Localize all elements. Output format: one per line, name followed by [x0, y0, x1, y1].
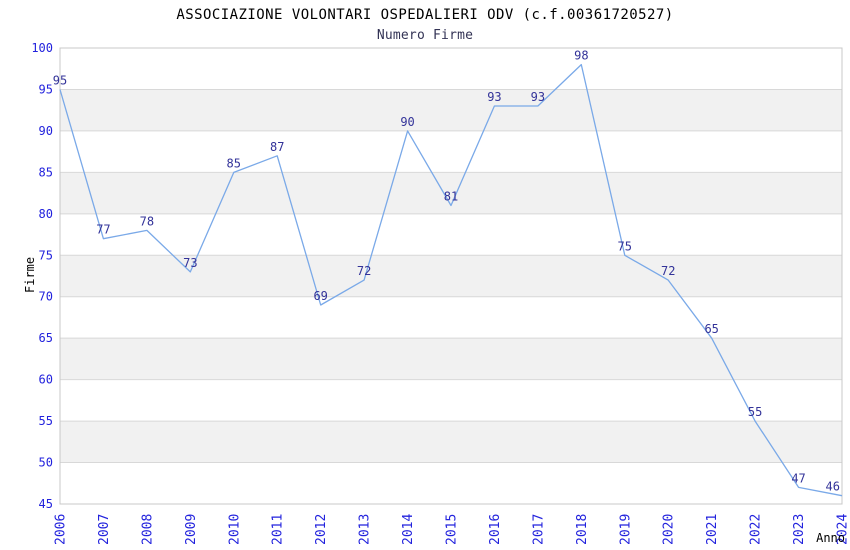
point-label: 69: [313, 289, 327, 303]
y-tick-label: 90: [39, 124, 53, 138]
y-tick-label: 50: [39, 456, 53, 470]
y-tick-label: 65: [39, 331, 53, 345]
chart-subtitle: Numero Firme: [376, 28, 474, 43]
plot-band: [60, 89, 842, 131]
x-tick-label: 2013: [358, 514, 373, 545]
point-label: 65: [704, 322, 718, 336]
y-tick-label: 55: [39, 414, 53, 428]
point-label: 87: [270, 140, 284, 154]
point-label: 72: [661, 264, 675, 278]
point-label: 72: [357, 264, 371, 278]
x-tick-label: 2018: [575, 514, 590, 545]
x-tick-label: 2007: [97, 514, 112, 545]
plot-border: [59, 47, 843, 505]
x-tick-label: 2014: [401, 514, 416, 545]
x-tick-label: 2022: [749, 514, 764, 545]
x-tick-label: 2010: [227, 514, 242, 545]
point-label: 55: [748, 405, 762, 419]
series-line: [59, 63, 843, 497]
x-tick-label: 2008: [140, 514, 155, 545]
x-tick-label: 2023: [792, 514, 807, 545]
plot-band: [60, 172, 842, 214]
point-label: 93: [487, 90, 501, 104]
x-axis-title: Anno: [816, 531, 845, 545]
plot-band: [60, 421, 842, 463]
y-tick-label: 100: [31, 41, 53, 55]
x-tick-label: 2011: [271, 514, 286, 545]
x-tick-label: 2009: [184, 514, 199, 545]
plot-band: [60, 338, 842, 380]
point-label: 90: [400, 115, 414, 129]
x-tick-label: 2015: [445, 514, 460, 545]
point-label: 77: [96, 223, 110, 237]
x-tick-label: 2012: [314, 514, 329, 545]
x-tick-label: 2024: [836, 514, 850, 545]
x-tick-label: 2006: [54, 514, 69, 545]
y-tick-label: 85: [39, 165, 53, 179]
y-axis-title: Firme: [23, 257, 37, 293]
point-label: 81: [444, 190, 458, 204]
y-tick-label: 70: [39, 290, 53, 304]
x-tick-label: 2016: [488, 514, 503, 545]
point-label: 75: [618, 239, 632, 253]
y-tick-label: 60: [39, 373, 53, 387]
point-label: 98: [574, 49, 588, 63]
point-label: 73: [183, 256, 197, 270]
point-label: 95: [53, 73, 67, 87]
point-label: 85: [227, 156, 241, 170]
x-tick-label: 2021: [705, 514, 720, 545]
point-label: 47: [791, 471, 805, 485]
y-tick-label: 95: [39, 82, 53, 96]
plot-band: [60, 255, 842, 297]
x-tick-label: 2020: [662, 514, 677, 545]
x-tick-label: 2017: [531, 514, 546, 545]
x-tick-label: 2019: [618, 514, 633, 545]
point-label: 78: [140, 214, 154, 228]
y-tick-label: 80: [39, 207, 53, 221]
point-label: 93: [531, 90, 545, 104]
y-tick-label: 45: [39, 497, 53, 511]
point-label: 46: [826, 480, 840, 494]
y-tick-label: 75: [39, 248, 53, 262]
chart-title: ASSOCIAZIONE VOLONTARI OSPEDALIERI ODV (…: [176, 7, 674, 23]
